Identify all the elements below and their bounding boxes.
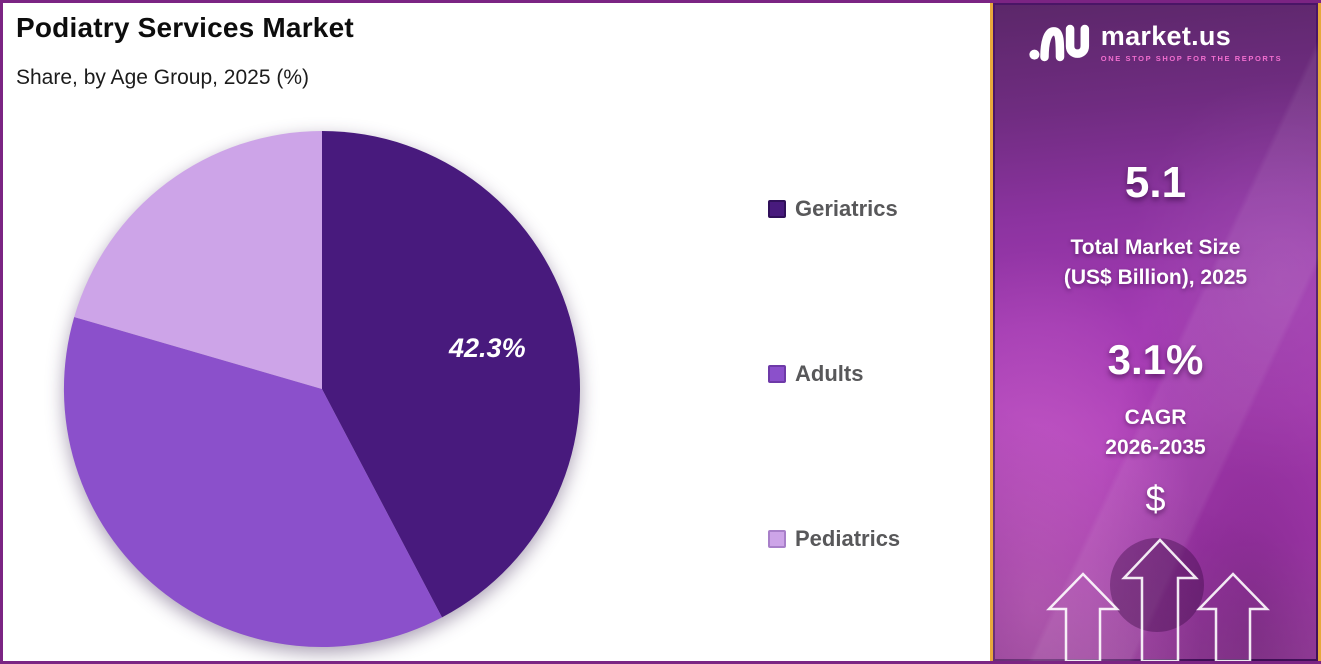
brand-logo: market.us ONE STOP SHOP FOR THE REPORTS	[993, 19, 1318, 67]
market-size-stat: 5.1 Total Market Size (US$ Billion), 202…	[993, 158, 1318, 293]
brand-sidebar: market.us ONE STOP SHOP FOR THE REPORTS …	[990, 3, 1321, 661]
chart-title: Podiatry Services Market	[16, 12, 354, 43]
legend-item-geriatrics: Geriatrics	[768, 196, 900, 222]
legend-label: Pediatrics	[795, 526, 901, 551]
dollar-icon: $	[1145, 478, 1166, 519]
legend-swatch	[768, 365, 786, 383]
up-arrow-icon	[1196, 572, 1270, 661]
cagr-label: CAGR 2026-2035	[1105, 406, 1206, 459]
legend-label: Geriatrics	[795, 196, 898, 221]
legend-item-pediatrics: Pediatrics	[768, 526, 900, 552]
marketus-logo-mark-icon	[1029, 24, 1089, 62]
up-arrow-icon	[1046, 572, 1120, 661]
legend-label: Adults	[795, 361, 864, 386]
chart-subtitle: Share, by Age Group, 2025 (%)	[16, 66, 310, 89]
market-size-label: Total Market Size (US$ Billion), 2025	[1063, 236, 1248, 290]
pie-slice-adults	[63, 317, 442, 648]
pie-legend: Geriatrics Adults Pediatrics	[768, 196, 900, 552]
legend-swatch	[768, 200, 786, 218]
brand-text: market.us ONE STOP SHOP FOR THE REPORTS	[1100, 21, 1283, 64]
legend-swatch	[768, 530, 786, 548]
pie-slice-pediatrics	[74, 131, 322, 389]
pie-slice-geriatrics	[322, 131, 581, 618]
pie-slice-data-label: 42.3%	[448, 333, 526, 363]
chart-panel: Podiatry Services Market Share, by Age G…	[3, 3, 990, 661]
legend-item-adults: Adults	[768, 361, 900, 387]
market-size-value: 5.1	[1124, 158, 1187, 207]
up-arrow-icon	[1121, 538, 1199, 661]
cagr-value: 3.1%	[1107, 336, 1204, 383]
pie-chart: 42.3%	[63, 131, 581, 648]
cagr-stat: 3.1% CAGR 2026-2035	[993, 336, 1318, 463]
coffee-cup-shape	[1110, 538, 1204, 632]
brand-tagline: ONE STOP SHOP FOR THE REPORTS	[1100, 54, 1283, 63]
growth-arrows-icon	[1046, 538, 1270, 661]
brand-name: market.us	[1100, 21, 1232, 51]
